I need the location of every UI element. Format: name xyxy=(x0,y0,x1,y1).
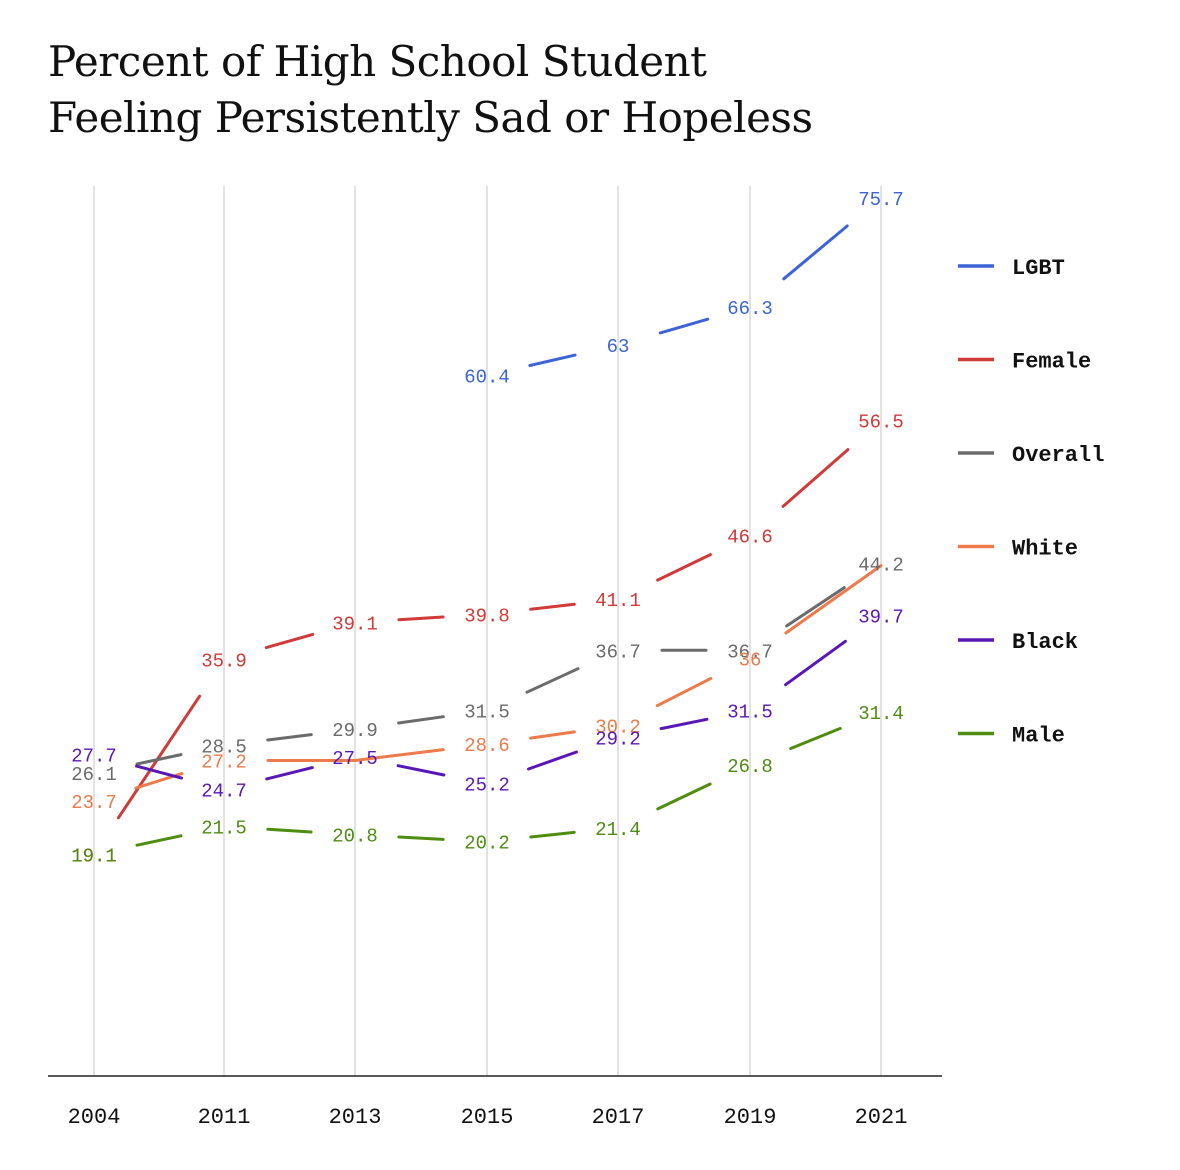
female-label-2013: 39.1 xyxy=(332,613,378,635)
male-label-2013: 20.8 xyxy=(332,826,378,848)
legend-label-black: Black xyxy=(1012,630,1078,655)
white-label-2004: 23.7 xyxy=(71,792,117,814)
male-label-2017: 21.4 xyxy=(595,819,641,841)
overall-label-2017: 36.7 xyxy=(595,641,641,663)
female-segment-2013-2015 xyxy=(397,615,445,622)
overall-label-2013: 29.9 xyxy=(332,720,378,742)
x-tick-label-2019: 2019 xyxy=(724,1105,777,1130)
black-segment-2015-2017 xyxy=(527,750,578,771)
lgbt-label-2021: 75.7 xyxy=(858,189,904,211)
overall-label-2019: 36.7 xyxy=(727,641,773,663)
lgbt-segment-2015-2017 xyxy=(528,353,577,367)
female-label-2004: 19.1 xyxy=(71,845,117,867)
black-segment-2017-2019 xyxy=(659,717,709,731)
male-segment-2017-2019 xyxy=(656,782,712,811)
black-label-2011: 24.7 xyxy=(201,780,247,802)
overall-segment-2015-2017 xyxy=(525,667,580,694)
lgbt-label-2015: 60.4 xyxy=(464,366,510,388)
white-label-2015: 28.6 xyxy=(464,735,510,757)
x-tick-label-2021: 2021 xyxy=(855,1105,908,1130)
legend-label-female: Female xyxy=(1012,350,1091,375)
white-label-2017: 30.2 xyxy=(595,717,641,739)
male-segment-2013-2015 xyxy=(397,835,445,841)
overall-segment-2013-2015 xyxy=(397,715,445,725)
gridlines xyxy=(93,186,882,1076)
female-label-2015: 39.8 xyxy=(464,605,510,627)
female-label-2011: 35.9 xyxy=(201,651,247,673)
legend-label-overall: Overall xyxy=(1012,443,1104,468)
overall-label-2011: 28.5 xyxy=(201,736,247,758)
lgbt-segment-2019-2021 xyxy=(782,224,849,281)
black-label-2019: 31.5 xyxy=(727,702,773,724)
black-label-2013: 27.5 xyxy=(332,748,378,770)
white-segment-2017-2019 xyxy=(655,676,713,708)
black-segment-2019-2021 xyxy=(784,639,847,687)
black-segment-2011-2013 xyxy=(265,766,314,781)
female-label-2017: 41.1 xyxy=(595,590,641,612)
overall-segment-2019-2021 xyxy=(785,586,846,628)
x-tick-label-2015: 2015 xyxy=(461,1105,514,1130)
x-tick-label-2004: 2004 xyxy=(68,1105,121,1130)
male-segment-2015-2017 xyxy=(529,830,576,839)
series-lines xyxy=(116,224,883,847)
male-label-2021: 31.4 xyxy=(858,703,904,725)
legend: LGBT Female Overall White Black Male xyxy=(958,256,1104,749)
female-segment-2017-2019 xyxy=(656,553,712,582)
black-label-2004: 27.7 xyxy=(71,746,117,768)
overall-label-2015: 31.5 xyxy=(464,702,510,724)
male-segment-2004-2011 xyxy=(135,834,183,847)
overall-label-2004: 26.1 xyxy=(71,764,117,786)
male-label-2015: 20.2 xyxy=(464,833,510,855)
x-tick-label-2011: 2011 xyxy=(198,1105,251,1130)
black-label-2017: 29.2 xyxy=(595,728,641,750)
female-segment-2004-2011 xyxy=(116,694,202,820)
male-segment-2011-2013 xyxy=(266,827,313,834)
female-label-2019: 46.6 xyxy=(727,526,773,548)
legend-label-male: Male xyxy=(1012,724,1065,749)
black-label-2021: 39.7 xyxy=(858,606,904,628)
overall-segment-2004-2011 xyxy=(135,753,183,766)
male-label-2011: 21.5 xyxy=(201,818,247,840)
black-segment-2013-2015 xyxy=(396,764,446,777)
lgbt-segment-2017-2019 xyxy=(658,317,710,335)
male-segment-2019-2021 xyxy=(789,726,842,750)
x-tick-label-2013: 2013 xyxy=(329,1105,382,1130)
female-segment-2015-2017 xyxy=(529,602,576,611)
female-label-2021: 56.5 xyxy=(858,412,904,434)
white-segment-2019-2021 xyxy=(784,564,883,635)
female-segment-2011-2013 xyxy=(264,632,315,650)
male-label-2019: 26.8 xyxy=(727,756,773,778)
white-segment-2015-2017 xyxy=(529,730,576,740)
x-axis: 2004 2011 2013 2015 2017 2019 2021 xyxy=(48,1075,942,1130)
legend-label-white: White xyxy=(1012,537,1078,562)
x-tick-label-2017: 2017 xyxy=(592,1105,645,1130)
legend-label-lgbt: LGBT xyxy=(1012,256,1065,281)
overall-label-2021: 44.2 xyxy=(858,554,904,576)
overall-segment-2011-2013 xyxy=(266,733,313,742)
white-segment-2013-2015 xyxy=(353,748,445,762)
female-segment-2019-2021 xyxy=(781,448,850,508)
lgbt-label-2017: 63 xyxy=(607,336,630,358)
black-label-2015: 25.2 xyxy=(464,775,510,797)
white-label-2019: 36 xyxy=(739,649,762,671)
male-label-2004: 19.1 xyxy=(71,845,117,867)
black-segment-2004-2011 xyxy=(135,764,183,780)
lgbt-label-2019: 66.3 xyxy=(727,298,773,320)
white-label-2011: 27.2 xyxy=(201,751,247,773)
data-labels: 60.4 63 66.3 75.7 19.1 35.9 39.1 39.8 41.1 46.6 56… xyxy=(71,189,904,868)
chart-title: Percent of High School Student Feeling P… xyxy=(48,37,813,142)
